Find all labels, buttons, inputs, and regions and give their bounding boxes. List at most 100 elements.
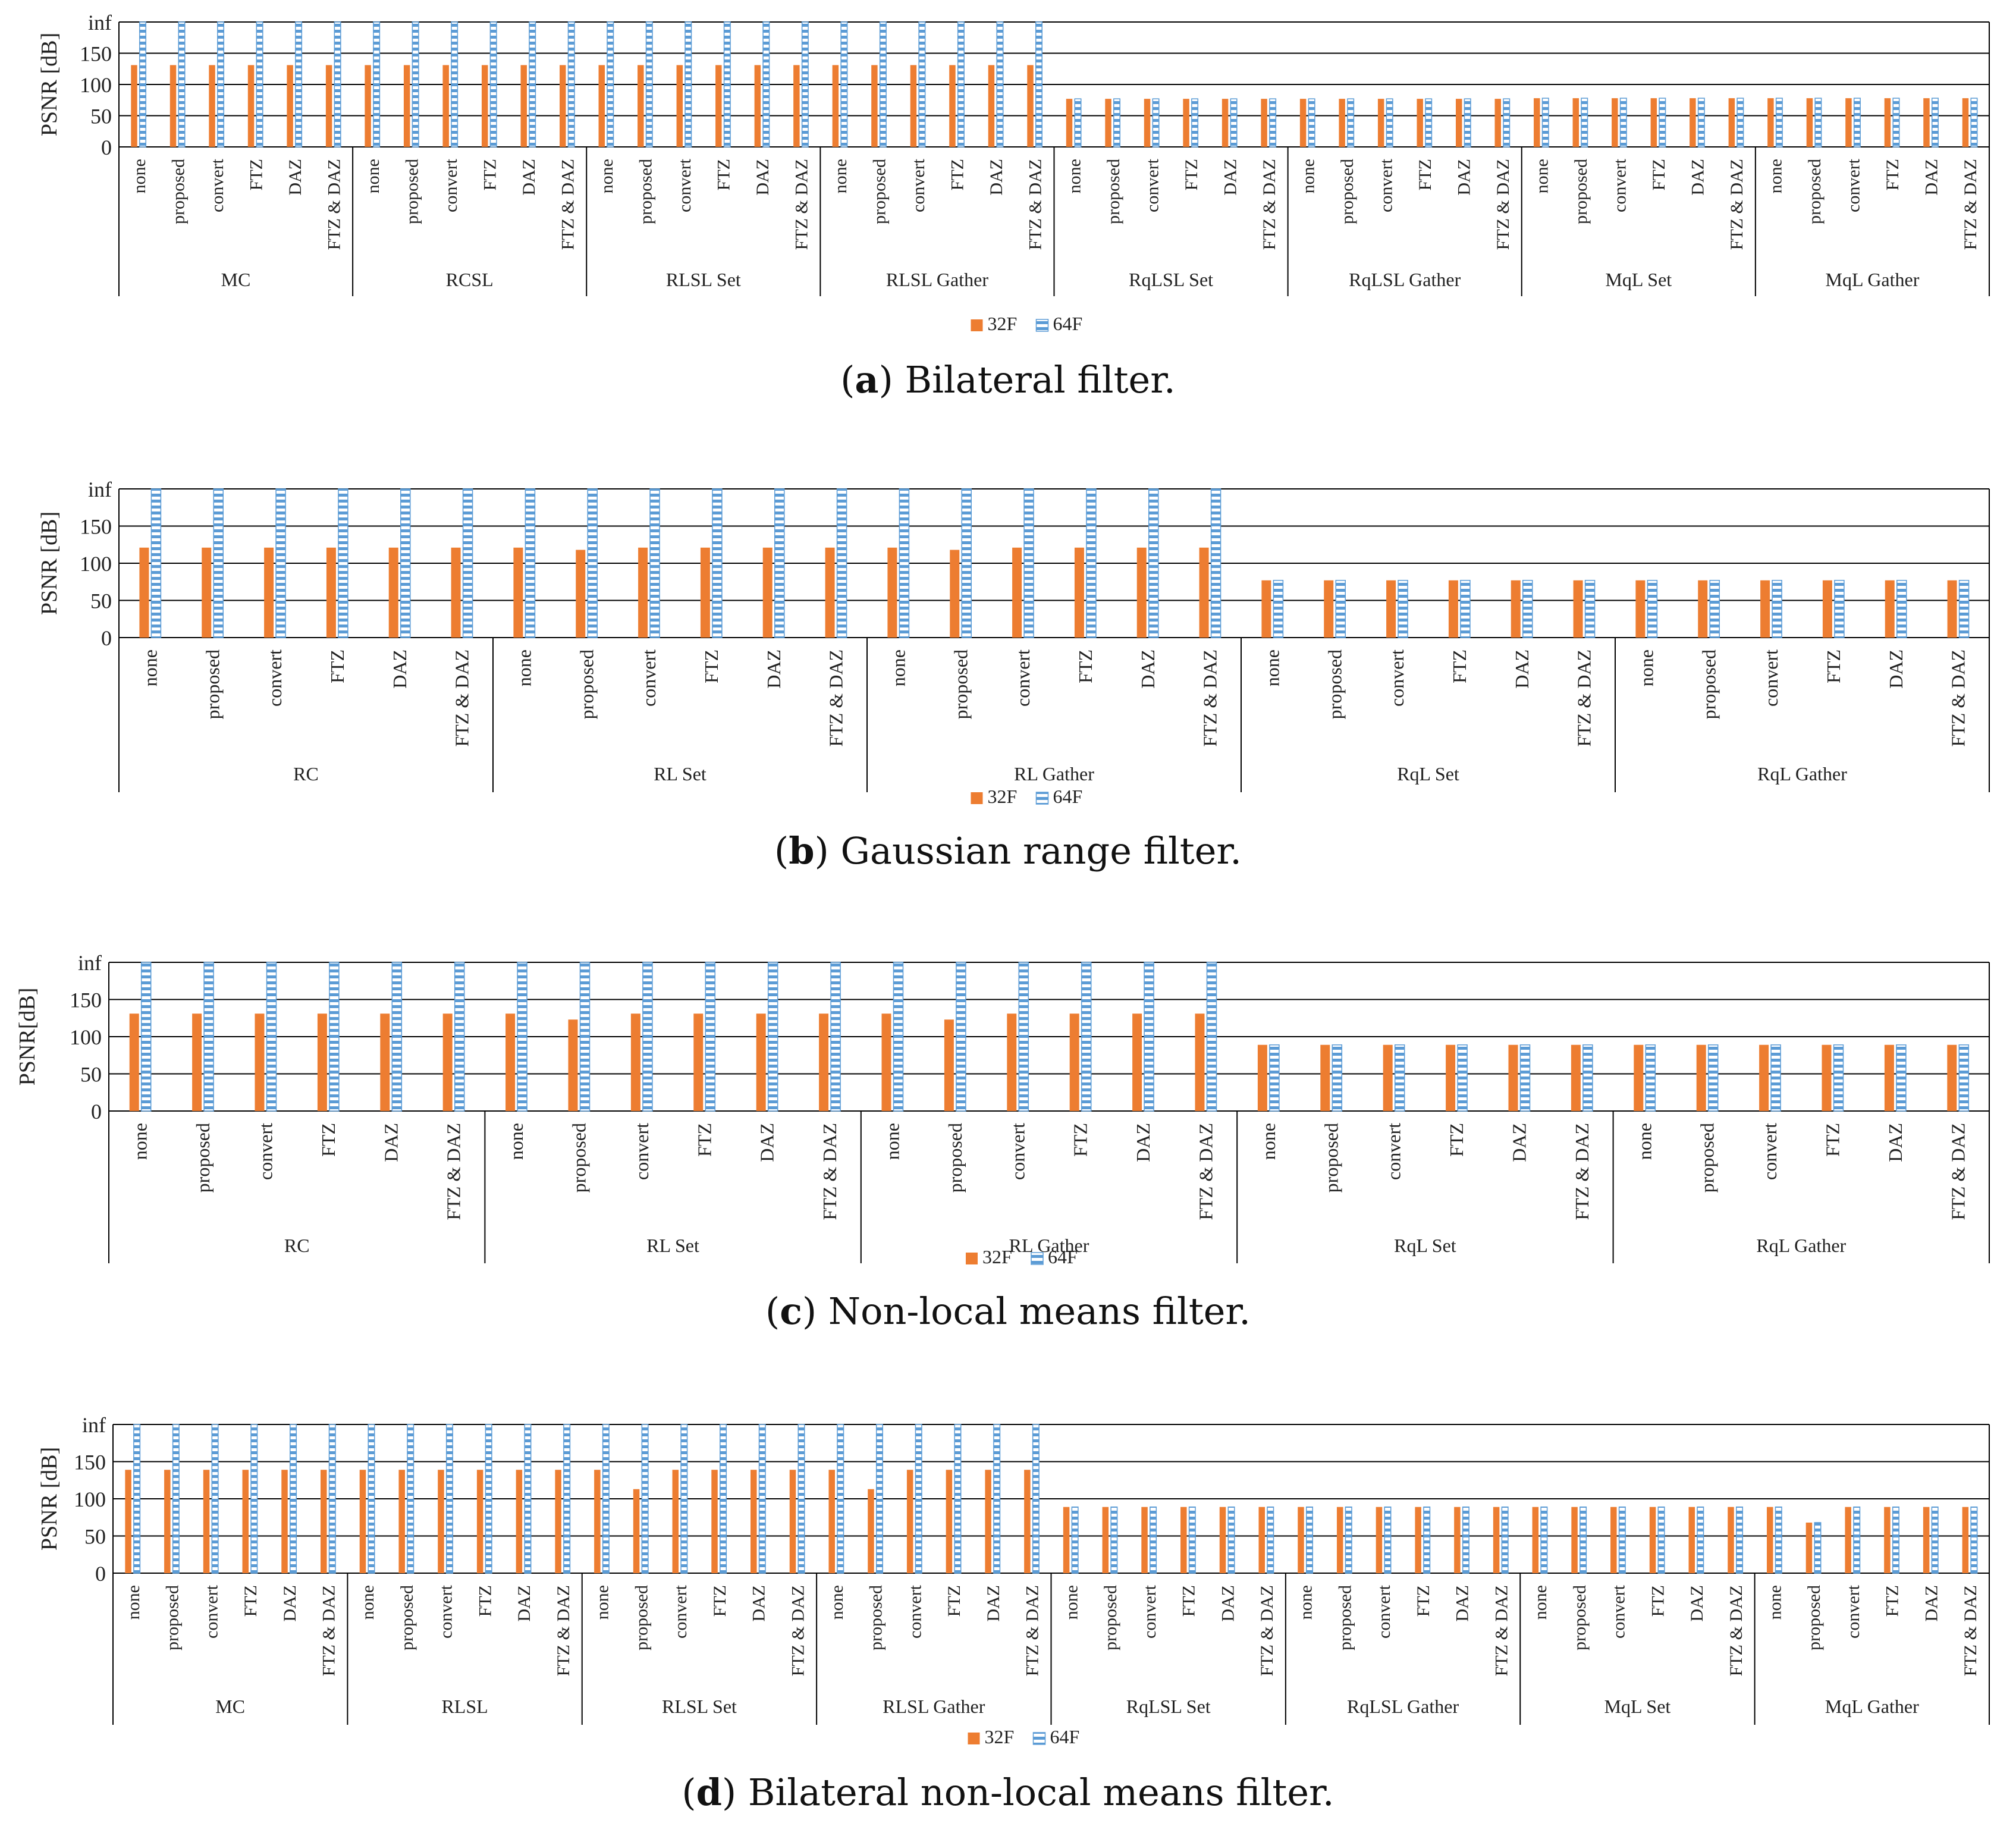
bar-32f <box>1511 580 1521 638</box>
bar-32f <box>247 65 255 147</box>
y-tick-label: 0 <box>101 136 112 159</box>
bar-64f <box>1074 98 1082 148</box>
category-tick-label: none <box>1064 159 1084 193</box>
category-tick-label: convert <box>1140 1584 1160 1639</box>
category-tick-label: FTZ & DAZ <box>1257 1585 1277 1676</box>
category-tick-label: FTZ & DAZ <box>1574 649 1595 747</box>
bar-64f <box>1896 580 1907 638</box>
bar-32f <box>789 1470 796 1573</box>
category-tick-label: proposed <box>944 1123 966 1192</box>
category-tick-label: FTZ & DAZ <box>819 1123 840 1220</box>
category-tick-label: DAZ <box>753 159 773 196</box>
bar-64f <box>1814 98 1822 148</box>
bar-64f <box>407 1424 414 1574</box>
category-tick-label: proposed <box>397 1585 417 1650</box>
bar-32f <box>520 65 527 147</box>
bar-64f <box>140 962 152 1112</box>
category-tick-label: convert <box>437 1584 456 1639</box>
chart-panel-c: 0 50 100 150 inf PSNR[dB] RC none proposed conver… <box>15 951 1990 1333</box>
legend-label-64f: 64F <box>1050 1726 1080 1747</box>
bar-32f <box>1884 1507 1891 1573</box>
y-tick-label: 150 <box>74 1451 106 1474</box>
category-tick-label: FTZ & DAZ <box>1961 1585 1980 1676</box>
bar-64f <box>1269 98 1277 148</box>
group-label: RLSL Set <box>662 1696 737 1717</box>
bar-32f <box>1063 1507 1070 1573</box>
legend-label-64f: 64F <box>1053 786 1083 807</box>
category-tick-label: proposed <box>202 649 223 719</box>
bar-32f <box>576 550 586 638</box>
bar-32f <box>555 1470 561 1573</box>
bar-64f <box>1148 488 1159 638</box>
bar-64f <box>391 962 403 1112</box>
bar-32f <box>359 1470 366 1573</box>
y-tick-label: 50 <box>90 105 112 128</box>
category-tick-label: DAZ <box>1218 1585 1238 1622</box>
bar-64f <box>567 21 575 148</box>
bar-64f <box>1423 1507 1431 1574</box>
bar-32f <box>1508 1044 1518 1111</box>
bar-32f <box>633 1489 640 1573</box>
y-tick-label: 100 <box>80 552 112 576</box>
bar-32f <box>476 1470 483 1573</box>
chart-panel-d: 0 50 100 150 inf PSNR [dB] MC none proposed conve… <box>37 1413 1990 1814</box>
bar-64f <box>1460 580 1471 638</box>
legend-swatch-64f <box>1035 319 1049 332</box>
category-tick-label: none <box>827 1585 847 1620</box>
category-tick-label: DAZ <box>1453 1585 1472 1622</box>
group-label: RL Set <box>646 1235 699 1256</box>
group-label: RqL Gather <box>1756 1235 1846 1256</box>
bar-64f <box>1457 1044 1468 1112</box>
bar-32f <box>1415 1507 1421 1573</box>
category-tick-label: convert <box>202 1584 221 1639</box>
y-tick-label: inf <box>82 1413 106 1437</box>
category-tick-label: FTZ <box>948 159 968 190</box>
bar-64f <box>720 1424 727 1574</box>
category-tick-label: convert <box>1386 649 1408 707</box>
category-tick-label: FTZ <box>693 1123 715 1157</box>
bar-32f <box>906 1470 913 1573</box>
bar-32f <box>131 65 137 147</box>
bar-64f <box>836 488 847 638</box>
category-tick-label: none <box>1766 159 1786 193</box>
bar-32f <box>887 547 897 638</box>
bar-32f <box>950 550 960 638</box>
bar-32f <box>700 547 710 638</box>
bar-32f <box>242 1470 249 1573</box>
bar-64f <box>1464 98 1471 148</box>
bar-32f <box>317 1013 327 1111</box>
bar-32f <box>438 1470 444 1573</box>
legend-swatch-64f <box>1031 1252 1044 1265</box>
category-tick-label: proposed <box>950 649 971 719</box>
bar-32f <box>398 1470 405 1573</box>
category-tick-label: none <box>1634 1123 1655 1160</box>
bar-32f <box>754 65 761 147</box>
category-tick-label: convert <box>1844 1584 1863 1639</box>
bar-64f <box>1772 580 1782 638</box>
category-tick-label: FTZ <box>1446 1123 1467 1157</box>
category-tick-label: FTZ & DAZ <box>1726 1585 1746 1676</box>
group-label: RLSL <box>441 1696 488 1717</box>
bar-32f <box>1767 98 1774 147</box>
bar-64f <box>133 1424 141 1574</box>
bar-32f <box>325 65 332 147</box>
bar-32f <box>1962 1507 1969 1573</box>
legend-swatch-32f <box>971 319 983 331</box>
category-tick-label: none <box>363 159 383 193</box>
bar-32f <box>1066 99 1073 147</box>
bar-64f <box>1522 580 1533 638</box>
group-label: RqLSL Set <box>1129 269 1213 290</box>
category-tick-label: proposed <box>1104 159 1123 224</box>
bar-32f <box>1572 98 1579 147</box>
group-label: RL Gather <box>1009 1235 1089 1256</box>
bar-64f <box>412 21 419 148</box>
bar-64f <box>723 21 731 148</box>
bar-64f <box>767 962 778 1112</box>
category-tick-label: proposed <box>1324 649 1345 719</box>
group-label: RC <box>284 1235 310 1256</box>
bar-64f <box>1110 1507 1118 1574</box>
bar-64f <box>1144 962 1154 1112</box>
bar-64f <box>178 21 186 148</box>
bar-64f <box>1081 962 1092 1112</box>
category-tick-label: convert <box>1374 1584 1394 1639</box>
